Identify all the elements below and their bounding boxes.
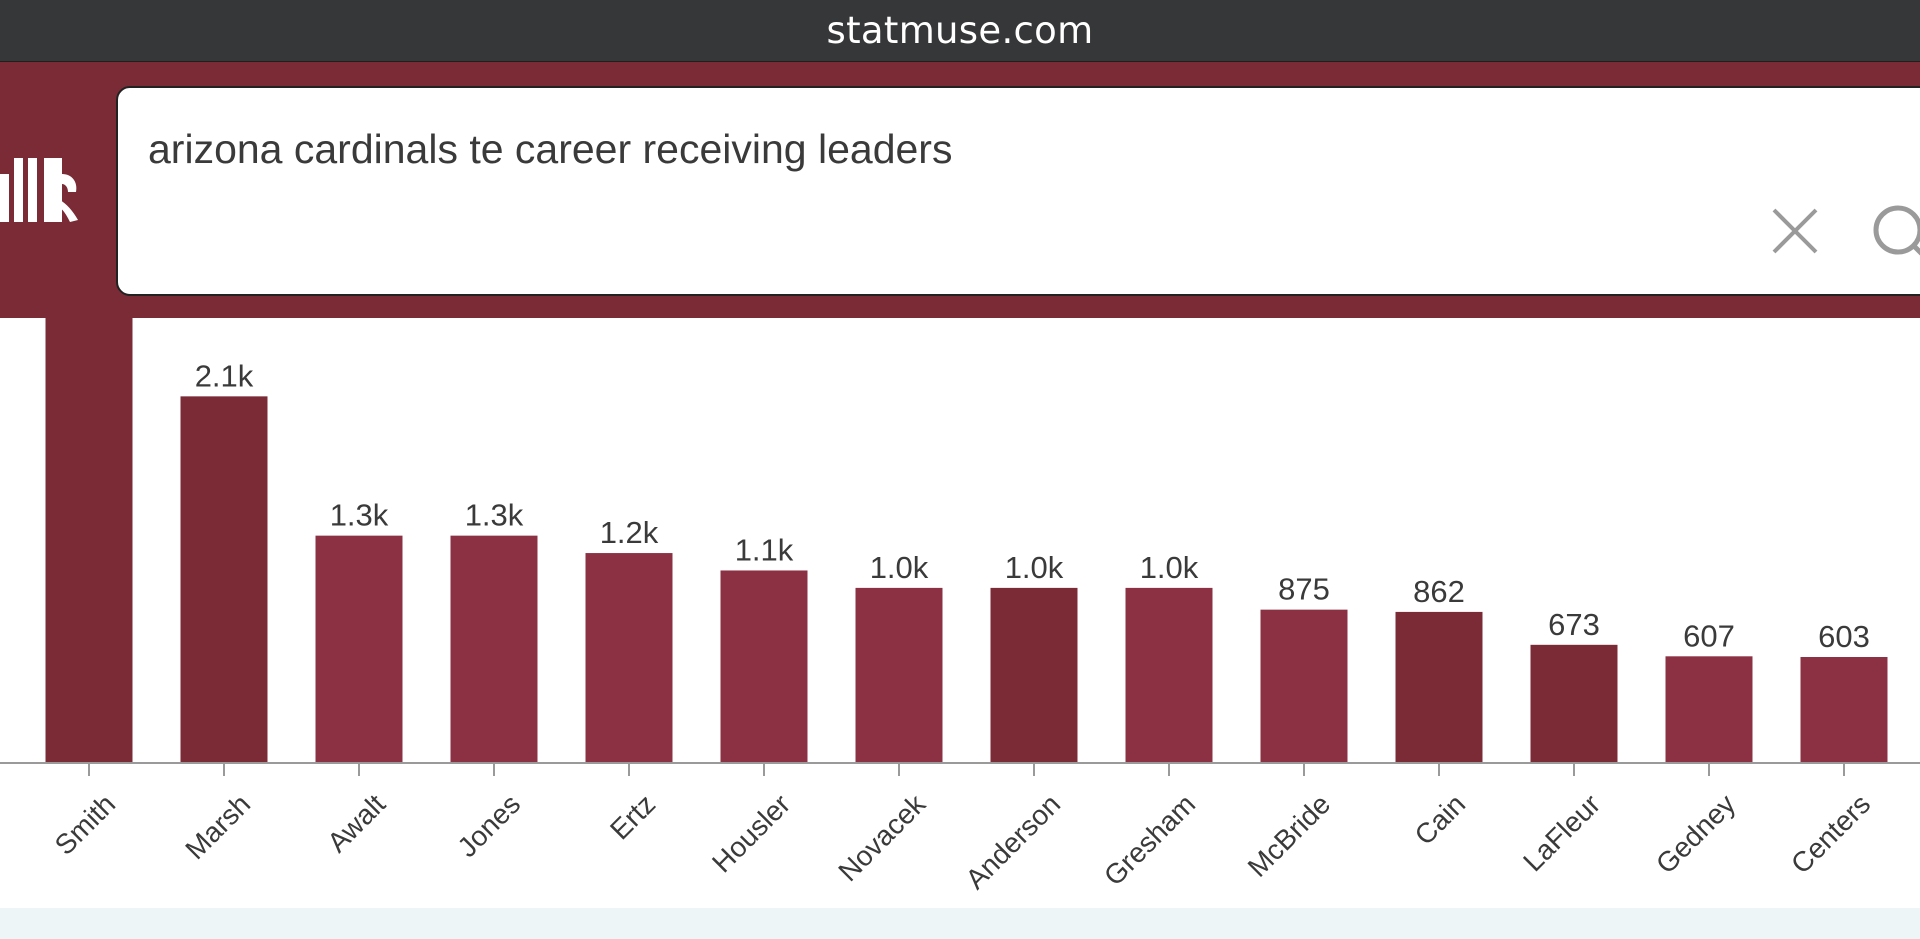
data-label: 2.1k: [195, 358, 254, 393]
url-text: statmuse.com: [826, 9, 1094, 52]
x-tick-label: Cain: [1409, 788, 1472, 851]
x-tick-label: LaFleur: [1517, 788, 1606, 877]
data-label: 607: [1683, 618, 1735, 653]
close-icon[interactable]: [1770, 206, 1820, 256]
x-tick-label: Marsh: [179, 788, 256, 865]
x-tick-label: McBride: [1242, 788, 1337, 883]
bar: [990, 587, 1078, 762]
bar: [45, 318, 133, 762]
x-tick-label: Awalt: [321, 788, 391, 858]
x-tick-label: Housler: [706, 788, 796, 878]
bar: [1665, 656, 1753, 762]
x-tick-label: Jones: [451, 788, 526, 863]
bar: [855, 587, 943, 762]
bar-chart: Smith 2.1k Marsh 1.3k Awalt 1.3k Jones 1.2k Ertz…: [0, 318, 1920, 895]
x-tick-label: Smith: [49, 788, 122, 861]
data-label: 1.3k: [330, 498, 389, 533]
data-label: 875: [1278, 572, 1330, 607]
data-label: 1.0k: [870, 550, 929, 585]
bar: [720, 570, 808, 762]
x-tick-label: Anderson: [960, 788, 1067, 895]
x-tick-label: Novacek: [832, 788, 932, 888]
bar: [585, 553, 673, 762]
bar: [450, 535, 538, 762]
search-query-text: arizona cardinals te career receiving le…: [148, 126, 953, 172]
data-label: 1.0k: [1005, 550, 1064, 585]
data-label: 862: [1413, 574, 1465, 609]
chart-area: Smith 2.1k Marsh 1.3k Awalt 1.3k Jones 1.2k Ertz…: [0, 318, 1920, 908]
x-tick-label: Gresham: [1098, 788, 1201, 891]
bar: [1800, 657, 1888, 762]
search-input[interactable]: arizona cardinals te career receiving le…: [116, 86, 1920, 296]
x-tick-label: Centers: [1785, 788, 1876, 879]
x-tick-label: Gedney: [1650, 788, 1741, 879]
footer-strip: [0, 908, 1920, 939]
search-icon[interactable]: [1868, 200, 1920, 270]
bar: [1125, 587, 1213, 762]
data-label: 1.1k: [735, 532, 794, 567]
data-label: 1.2k: [600, 515, 659, 550]
bar: [1530, 644, 1618, 762]
bar: [1260, 609, 1348, 762]
bar: [180, 396, 268, 762]
statmuse-logo-icon[interactable]: [0, 150, 90, 230]
bar: [315, 535, 403, 762]
bar: [1395, 611, 1483, 762]
data-label: 1.0k: [1140, 550, 1199, 585]
browser-address-bar[interactable]: statmuse.com: [0, 0, 1920, 62]
data-label: 673: [1548, 607, 1600, 642]
data-label: 1.3k: [465, 498, 524, 533]
x-tick-label: Ertz: [604, 788, 661, 845]
data-label: 603: [1818, 619, 1870, 654]
